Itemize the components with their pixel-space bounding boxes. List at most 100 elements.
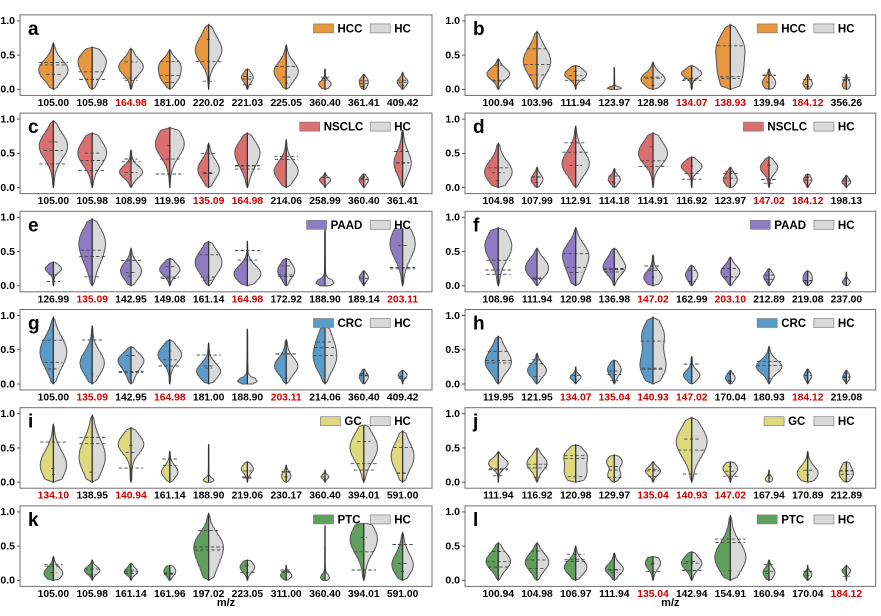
svg-text:135.09: 135.09 <box>76 294 108 305</box>
svg-text:172.92: 172.92 <box>270 294 302 305</box>
svg-text:170.04: 170.04 <box>792 589 824 600</box>
svg-text:360.40: 360.40 <box>348 393 380 404</box>
svg-text:0.0: 0.0 <box>0 280 15 292</box>
svg-text:f: f <box>473 215 480 236</box>
svg-text:140.93: 140.93 <box>676 491 708 502</box>
svg-text:123.97: 123.97 <box>599 98 631 109</box>
svg-text:PAAD: PAAD <box>774 220 806 232</box>
svg-text:0.0: 0.0 <box>445 378 460 390</box>
svg-text:PAAD: PAAD <box>331 220 363 232</box>
svg-text:105.00: 105.00 <box>38 98 70 109</box>
svg-text:0.5: 0.5 <box>0 246 15 258</box>
svg-text:GC: GC <box>788 416 805 428</box>
svg-text:212.89: 212.89 <box>831 491 863 502</box>
svg-text:258.99: 258.99 <box>309 196 341 207</box>
svg-text:1.0: 1.0 <box>0 310 15 322</box>
svg-text:184.12: 184.12 <box>792 98 824 109</box>
svg-text:164.98: 164.98 <box>115 98 147 109</box>
svg-text:134.10: 134.10 <box>38 491 70 502</box>
svg-text:184.12: 184.12 <box>831 589 863 600</box>
svg-text:409.42: 409.42 <box>387 98 419 109</box>
svg-text:161.14: 161.14 <box>154 491 186 502</box>
svg-text:188.90: 188.90 <box>309 294 341 305</box>
svg-text:394.01: 394.01 <box>348 589 380 600</box>
svg-text:203.11: 203.11 <box>271 393 302 404</box>
svg-text:100.94: 100.94 <box>483 589 515 600</box>
svg-text:230.17: 230.17 <box>270 491 302 502</box>
svg-text:142.95: 142.95 <box>115 393 147 404</box>
svg-text:170.89: 170.89 <box>792 491 824 502</box>
svg-text:111.94: 111.94 <box>522 294 553 305</box>
svg-text:147.02: 147.02 <box>637 294 669 305</box>
svg-text:167.94: 167.94 <box>753 491 785 502</box>
svg-text:0.0: 0.0 <box>0 84 15 96</box>
svg-text:203.10: 203.10 <box>715 294 747 305</box>
svg-text:161.96: 161.96 <box>154 589 186 600</box>
svg-text:214.06: 214.06 <box>309 393 341 404</box>
svg-text:HC: HC <box>838 416 855 428</box>
svg-text:135.09: 135.09 <box>193 196 225 207</box>
svg-text:356.26: 356.26 <box>831 98 863 109</box>
svg-text:105.98: 105.98 <box>76 589 108 600</box>
svg-text:126.99: 126.99 <box>38 294 70 305</box>
svg-text:219.08: 219.08 <box>831 393 863 404</box>
svg-text:219.08: 219.08 <box>792 294 824 305</box>
svg-text:188.90: 188.90 <box>193 491 225 502</box>
svg-text:198.13: 198.13 <box>831 196 863 207</box>
svg-text:0.0: 0.0 <box>445 182 460 194</box>
svg-text:154.91: 154.91 <box>715 589 747 600</box>
svg-text:CRC: CRC <box>781 318 806 330</box>
svg-text:107.99: 107.99 <box>521 196 553 207</box>
svg-text:220.02: 220.02 <box>193 98 225 109</box>
svg-text:d: d <box>473 117 485 138</box>
svg-text:149.08: 149.08 <box>154 294 186 305</box>
svg-text:1.0: 1.0 <box>445 113 460 125</box>
svg-text:1.0: 1.0 <box>0 113 15 125</box>
svg-text:0.5: 0.5 <box>0 540 15 552</box>
svg-text:NSCLC: NSCLC <box>324 122 364 134</box>
svg-text:1.0: 1.0 <box>445 15 460 27</box>
svg-text:237.00: 237.00 <box>831 294 863 305</box>
svg-text:221.03: 221.03 <box>232 98 264 109</box>
svg-text:h: h <box>473 314 485 335</box>
svg-text:HC: HC <box>838 122 855 134</box>
svg-text:PTC: PTC <box>781 514 804 526</box>
svg-text:184.12: 184.12 <box>792 196 824 207</box>
svg-text:121.95: 121.95 <box>521 393 553 404</box>
svg-text:116.92: 116.92 <box>522 491 553 502</box>
svg-text:0.0: 0.0 <box>0 477 15 489</box>
svg-text:0.0: 0.0 <box>0 378 15 390</box>
svg-text:105.00: 105.00 <box>38 196 70 207</box>
svg-text:119.96: 119.96 <box>154 196 185 207</box>
svg-text:HC: HC <box>838 318 855 330</box>
svg-text:HC: HC <box>394 416 411 428</box>
svg-text:134.07: 134.07 <box>676 98 708 109</box>
svg-text:164.98: 164.98 <box>154 393 186 404</box>
svg-text:e: e <box>28 215 39 236</box>
svg-text:GC: GC <box>344 416 361 428</box>
svg-text:HCC: HCC <box>338 23 363 35</box>
svg-text:311.00: 311.00 <box>271 589 302 600</box>
svg-text:203.11: 203.11 <box>387 294 418 305</box>
svg-text:100.94: 100.94 <box>483 98 515 109</box>
svg-text:360.40: 360.40 <box>309 491 341 502</box>
svg-text:0.5: 0.5 <box>445 344 460 356</box>
svg-text:140.94: 140.94 <box>115 491 147 502</box>
svg-text:112.91: 112.91 <box>560 196 591 207</box>
svg-text:g: g <box>28 314 40 335</box>
svg-text:142.95: 142.95 <box>115 294 147 305</box>
svg-text:123.97: 123.97 <box>715 196 747 207</box>
svg-text:119.95: 119.95 <box>483 393 514 404</box>
svg-text:361.41: 361.41 <box>348 98 380 109</box>
svg-text:0.5: 0.5 <box>445 442 460 454</box>
svg-text:108.99: 108.99 <box>115 196 147 207</box>
svg-text:170.04: 170.04 <box>715 393 747 404</box>
svg-text:1.0: 1.0 <box>0 408 15 420</box>
svg-text:k: k <box>28 510 39 531</box>
svg-text:139.94: 139.94 <box>753 98 785 109</box>
svg-text:i: i <box>28 412 33 433</box>
svg-text:0.0: 0.0 <box>0 182 15 194</box>
svg-text:PTC: PTC <box>338 514 361 526</box>
svg-text:138.95: 138.95 <box>76 491 108 502</box>
svg-text:591.00: 591.00 <box>387 589 419 600</box>
